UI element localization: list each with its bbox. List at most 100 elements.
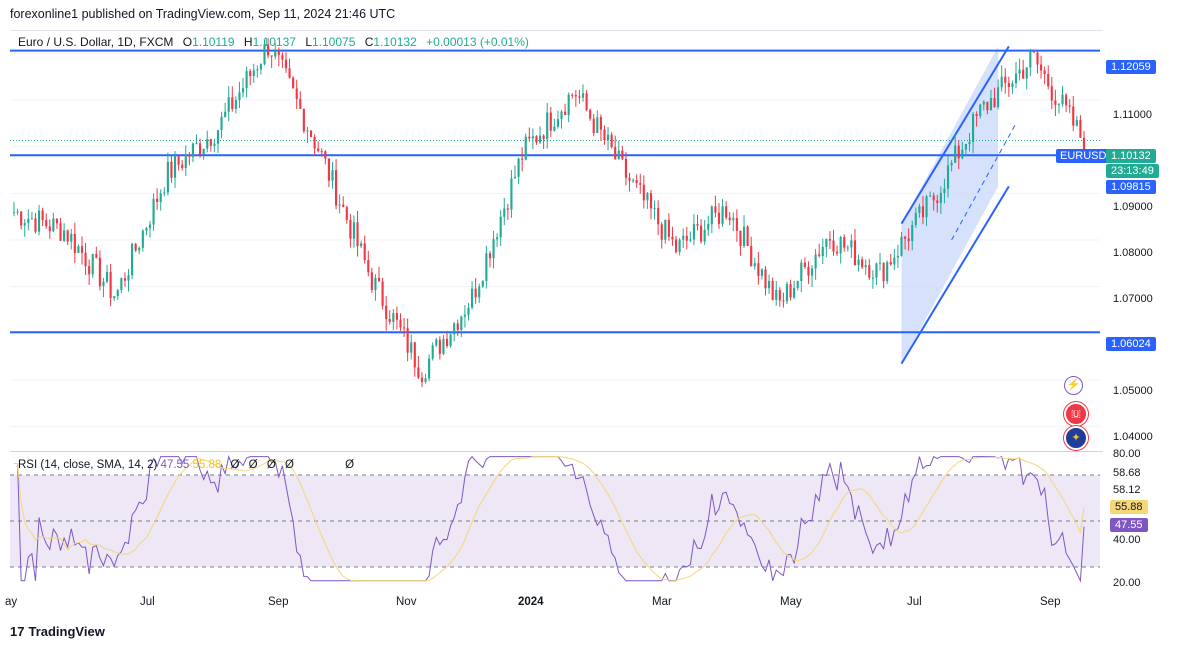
candle-body	[957, 145, 960, 159]
ohlc-legend: Euro / U.S. Dollar, 1D, FXCM O1.10119 H1…	[18, 35, 529, 49]
candle-body	[524, 136, 527, 160]
price-tag-bottom: 1.06024	[1106, 337, 1156, 351]
candle-body	[549, 112, 552, 131]
candle-body	[621, 150, 624, 159]
tradingview-footer[interactable]: 17 TradingView	[10, 624, 105, 639]
candle-body	[703, 229, 706, 242]
na-icon: Ø	[345, 459, 355, 471]
candle-body	[785, 284, 789, 302]
candle-body	[789, 284, 792, 298]
candle-body	[639, 183, 642, 185]
candle-body	[1025, 67, 1028, 79]
rsi-sma-line	[14, 456, 1085, 582]
candle-body	[209, 139, 212, 146]
pane-divider[interactable]	[10, 451, 1103, 452]
candle-body	[313, 137, 316, 149]
candle-body	[753, 263, 756, 267]
candle-body	[578, 96, 581, 98]
candle-body	[889, 262, 892, 265]
candle-body	[320, 151, 323, 153]
candle-body	[492, 239, 495, 259]
candle-body	[302, 108, 305, 132]
candle-body	[270, 55, 273, 57]
candle-body	[145, 228, 148, 231]
candle-body	[220, 116, 223, 131]
candle-body	[839, 236, 842, 254]
us-flag-icon[interactable]: 🇺	[1064, 402, 1088, 426]
price-tick: 1.11000	[1113, 109, 1152, 121]
candle-body	[632, 180, 635, 182]
candle-body	[657, 208, 660, 225]
candle-body	[131, 243, 134, 276]
candle-body	[274, 50, 277, 57]
candle-body	[646, 193, 649, 201]
candle-body	[746, 226, 749, 246]
na-icon: Ø	[284, 459, 294, 471]
candle-body	[216, 130, 220, 144]
candle-body	[989, 98, 993, 111]
close-label: C1.10132	[364, 35, 417, 49]
candle-body	[449, 334, 452, 347]
price-tick: 1.04000	[1113, 431, 1153, 443]
candle-body	[750, 245, 753, 267]
candle-body	[678, 239, 681, 252]
candle-body	[1057, 104, 1061, 106]
candle-body	[553, 126, 556, 131]
candle-body	[513, 176, 517, 179]
channel-lower-line	[900, 185, 1010, 365]
candle-body	[281, 55, 284, 60]
candle-body	[1004, 76, 1007, 83]
candle-body	[456, 323, 459, 330]
candle-body	[241, 88, 245, 93]
candle-body	[292, 77, 295, 89]
price-tag-top: 1.12059	[1106, 60, 1156, 74]
candle-body	[374, 277, 377, 291]
candle-body	[1054, 100, 1057, 105]
candle-body	[98, 257, 101, 287]
symbol-label: Euro / U.S. Dollar, 1D, FXCM	[18, 35, 174, 49]
candle-body	[45, 219, 48, 227]
candle-body	[857, 259, 860, 266]
candle-body	[735, 218, 738, 231]
candle-body	[23, 223, 26, 226]
candle-body	[91, 253, 94, 275]
candle-body	[463, 314, 466, 317]
candle-body	[979, 104, 982, 116]
candle-body	[438, 339, 441, 354]
candle-body	[725, 206, 728, 218]
candle-body	[692, 224, 696, 240]
candle-body	[782, 300, 785, 302]
candle-body	[1029, 51, 1032, 68]
countdown-tag: 23:13:49	[1106, 164, 1159, 178]
candle-body	[156, 198, 159, 202]
candle-body	[574, 94, 577, 97]
candle-body	[34, 218, 37, 232]
candle-body	[674, 239, 678, 252]
candle-body	[732, 218, 735, 221]
candle-body	[875, 263, 878, 278]
candle-body	[1072, 106, 1075, 126]
candle-body	[231, 97, 234, 110]
candle-body	[360, 243, 363, 247]
candle-body	[195, 143, 198, 145]
candle-body	[442, 338, 445, 354]
candle-body	[925, 196, 928, 218]
main-chart-panel[interactable]	[10, 30, 1103, 451]
candle-body	[1079, 120, 1082, 138]
price-tick: 1.05000	[1113, 385, 1153, 397]
candle-body	[528, 136, 531, 139]
candle-body	[141, 230, 144, 248]
candle-body	[95, 253, 98, 258]
time-label: Mar	[652, 596, 672, 608]
candle-body	[685, 235, 688, 241]
candle-body	[771, 280, 774, 300]
candle-body	[424, 378, 427, 382]
eu-flag-icon[interactable]: ✦	[1064, 426, 1088, 450]
candle-body	[356, 222, 359, 247]
candle-body	[1007, 82, 1010, 88]
candle-body	[55, 218, 59, 224]
lightning-icon[interactable]: ⚡	[1064, 376, 1083, 395]
candle-body	[202, 148, 205, 155]
candle-body	[263, 44, 266, 65]
